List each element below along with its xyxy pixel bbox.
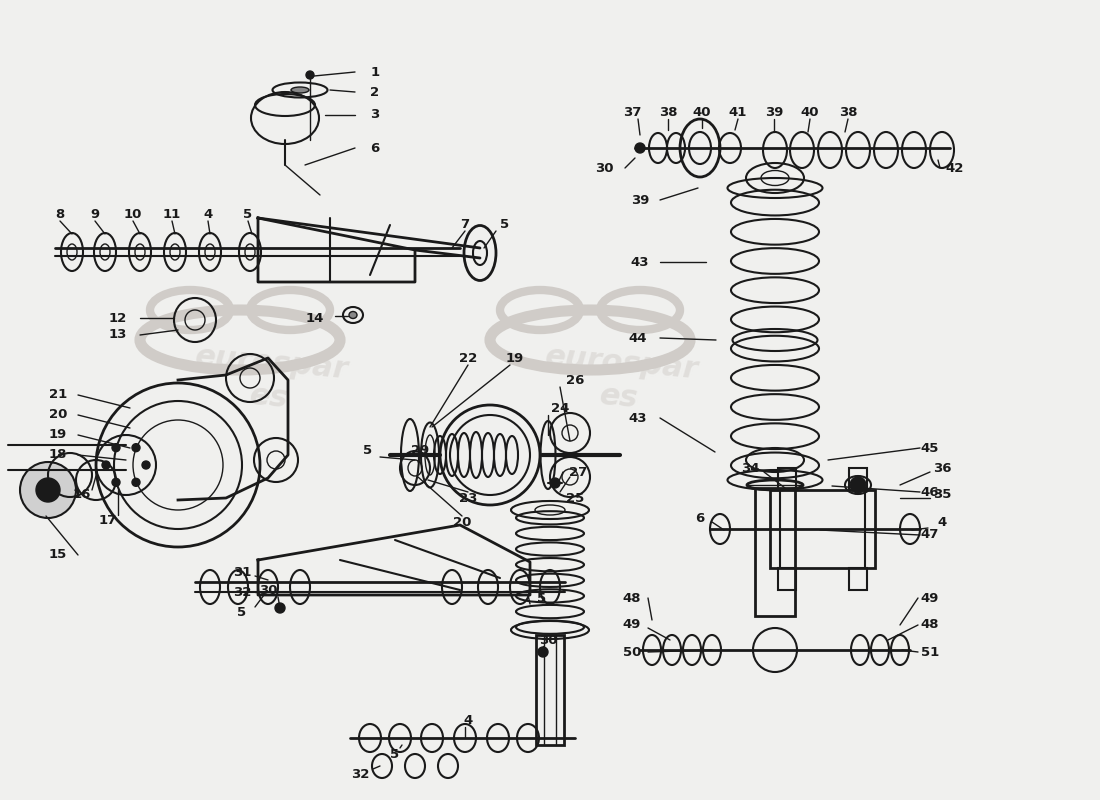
Text: 23: 23 xyxy=(459,491,477,505)
Text: 4: 4 xyxy=(937,515,947,529)
Circle shape xyxy=(112,478,120,486)
Bar xyxy=(849,568,867,590)
Text: 44: 44 xyxy=(629,331,647,345)
Text: 51: 51 xyxy=(921,646,939,658)
Circle shape xyxy=(20,462,76,518)
Text: 5: 5 xyxy=(500,218,509,231)
Text: 5: 5 xyxy=(243,209,253,222)
Circle shape xyxy=(275,603,285,613)
Text: 38: 38 xyxy=(838,106,857,118)
Text: 4: 4 xyxy=(204,209,212,222)
Circle shape xyxy=(36,478,60,502)
Circle shape xyxy=(132,444,140,452)
Text: 29: 29 xyxy=(411,443,429,457)
Ellipse shape xyxy=(349,311,358,318)
Text: 7: 7 xyxy=(461,218,470,231)
Circle shape xyxy=(102,461,110,469)
Text: 20: 20 xyxy=(453,515,471,529)
Text: 34: 34 xyxy=(740,462,759,474)
Text: 22: 22 xyxy=(459,351,477,365)
Text: 42: 42 xyxy=(946,162,965,174)
Text: 31: 31 xyxy=(233,566,251,578)
Text: 24: 24 xyxy=(551,402,569,414)
Text: 39: 39 xyxy=(630,194,649,206)
Text: 48: 48 xyxy=(921,618,939,631)
Text: 49: 49 xyxy=(623,618,641,631)
Circle shape xyxy=(112,444,120,452)
Text: 30: 30 xyxy=(258,583,277,597)
Text: 35: 35 xyxy=(933,489,952,502)
Bar xyxy=(755,488,795,616)
Text: 15: 15 xyxy=(48,549,67,562)
Text: 50: 50 xyxy=(623,646,641,658)
Ellipse shape xyxy=(292,87,309,93)
Text: 8: 8 xyxy=(55,209,65,222)
Text: 30: 30 xyxy=(539,634,558,646)
Text: 40: 40 xyxy=(693,106,712,118)
Text: 5: 5 xyxy=(238,606,246,618)
Text: 25: 25 xyxy=(565,491,584,505)
Text: 4: 4 xyxy=(463,714,473,726)
Text: eurospar
es: eurospar es xyxy=(540,342,700,418)
Text: 18: 18 xyxy=(48,449,67,462)
Circle shape xyxy=(538,647,548,657)
Text: 10: 10 xyxy=(124,209,142,222)
Text: 12: 12 xyxy=(109,311,128,325)
Circle shape xyxy=(635,143,645,153)
Text: 19: 19 xyxy=(506,351,524,365)
Text: 20: 20 xyxy=(48,409,67,422)
Text: 17: 17 xyxy=(99,514,117,526)
Circle shape xyxy=(306,71,313,79)
Text: 36: 36 xyxy=(933,462,952,474)
Text: 1: 1 xyxy=(371,66,380,78)
Circle shape xyxy=(850,477,866,493)
Text: 11: 11 xyxy=(163,209,182,222)
Text: 19: 19 xyxy=(48,429,67,442)
Text: 32: 32 xyxy=(351,769,370,782)
Text: 43: 43 xyxy=(630,255,649,269)
Text: 39: 39 xyxy=(764,106,783,118)
Text: 13: 13 xyxy=(109,329,128,342)
Text: 38: 38 xyxy=(659,106,678,118)
Circle shape xyxy=(550,478,560,488)
Bar xyxy=(536,635,564,745)
Text: 32: 32 xyxy=(233,586,251,598)
Text: 30: 30 xyxy=(595,162,614,174)
Bar xyxy=(849,468,867,490)
Text: 48: 48 xyxy=(623,591,641,605)
Text: 40: 40 xyxy=(801,106,820,118)
Text: 14: 14 xyxy=(306,311,324,325)
Circle shape xyxy=(132,478,140,486)
Text: 46: 46 xyxy=(921,486,939,498)
Circle shape xyxy=(142,461,150,469)
Bar xyxy=(778,468,796,490)
Text: 5: 5 xyxy=(390,749,399,762)
Text: 47: 47 xyxy=(921,529,939,542)
Text: 27: 27 xyxy=(569,466,587,478)
Text: 3: 3 xyxy=(371,109,380,122)
Text: 49: 49 xyxy=(921,591,939,605)
Text: 2: 2 xyxy=(371,86,380,98)
Text: 6: 6 xyxy=(695,511,705,525)
Text: 6: 6 xyxy=(371,142,380,154)
Text: eurospar
es: eurospar es xyxy=(190,342,350,418)
Text: 41: 41 xyxy=(729,106,747,118)
Text: 43: 43 xyxy=(629,411,647,425)
Bar xyxy=(770,490,875,568)
Text: 9: 9 xyxy=(90,209,100,222)
Text: 45: 45 xyxy=(921,442,939,454)
Text: 5: 5 xyxy=(363,443,373,457)
Bar xyxy=(778,568,796,590)
Text: 21: 21 xyxy=(48,389,67,402)
Text: 5: 5 xyxy=(538,591,547,605)
Text: 26: 26 xyxy=(565,374,584,386)
Text: 16: 16 xyxy=(73,489,91,502)
Text: 37: 37 xyxy=(623,106,641,118)
